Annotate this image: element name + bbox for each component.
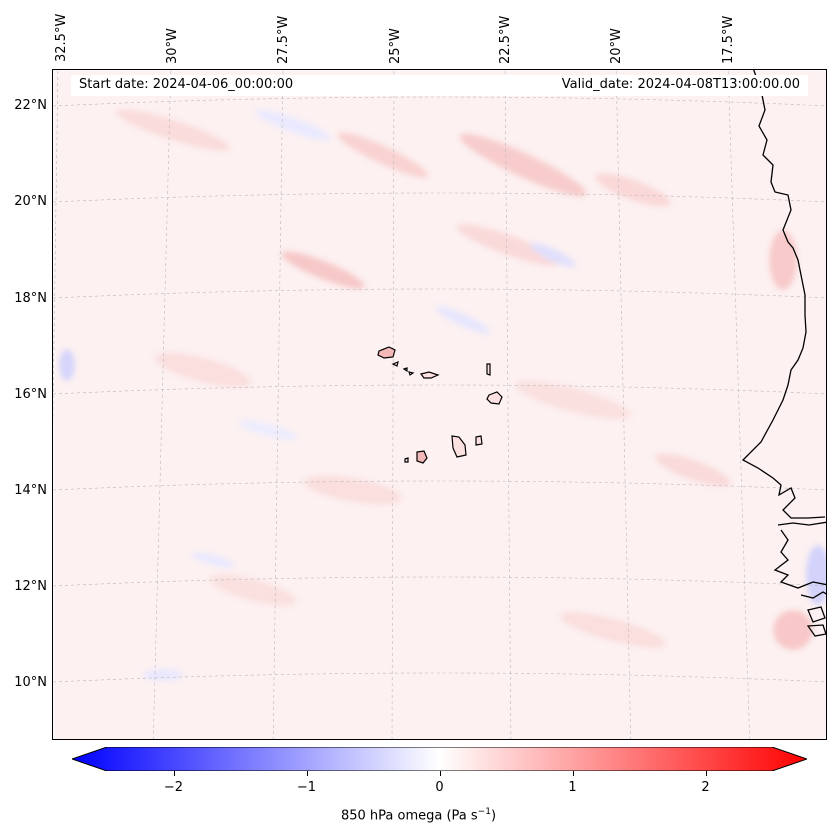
lat-label-22n: 22°N bbox=[14, 98, 47, 113]
lon-label-25w: 25°W bbox=[388, 28, 403, 64]
cape-verde-islands bbox=[377, 346, 503, 464]
lon-label-22-5w: 22.5°W bbox=[498, 15, 513, 64]
omega-field-map bbox=[53, 70, 826, 739]
colorbar-tickmark bbox=[306, 771, 308, 776]
lat-label-20n: 20°N bbox=[14, 194, 47, 209]
colorbar-label: 850 hPa omega (Pa s−1) bbox=[340, 807, 497, 824]
colorbar-tickmark bbox=[173, 771, 175, 776]
colorbar-tickmark bbox=[705, 771, 707, 776]
lon-label-20w: 20°W bbox=[609, 28, 624, 64]
lon-label-27-5w: 27.5°W bbox=[276, 15, 291, 64]
africa-coastline bbox=[741, 70, 826, 637]
omega-contour-field bbox=[53, 70, 826, 739]
lon-label-32-5w: 32.5°W bbox=[54, 13, 69, 62]
colorbar bbox=[72, 747, 807, 771]
lat-label-16n: 16°N bbox=[14, 387, 47, 402]
lat-label-14n: 14°N bbox=[14, 483, 47, 498]
colorbar-tickmark bbox=[439, 771, 441, 776]
lon-label-17-5w: 17.5°W bbox=[721, 15, 736, 64]
colorbar-tick-label: 2 bbox=[701, 780, 710, 795]
colorbar-tick-label: 1 bbox=[568, 780, 577, 795]
graticule bbox=[53, 70, 826, 739]
lat-label-18n: 18°N bbox=[14, 291, 47, 306]
lon-label-30w: 30°W bbox=[165, 28, 180, 64]
valid-date-label: Valid_date: 2024-04-08T13:00:00.00 bbox=[561, 77, 800, 92]
start-date-label: Start date: 2024-04-06_00:00:00 bbox=[79, 77, 294, 92]
colorbar-tickmark bbox=[572, 771, 574, 776]
colorbar-tick-label: −1 bbox=[296, 780, 317, 795]
colorbar-tick-label: 0 bbox=[435, 780, 444, 795]
colorbar-tick-label: −2 bbox=[163, 780, 184, 795]
lat-label-10n: 10°N bbox=[14, 675, 47, 690]
header-bar bbox=[71, 75, 808, 96]
map-panel[interactable] bbox=[52, 69, 827, 740]
lat-label-12n: 12°N bbox=[14, 579, 47, 594]
